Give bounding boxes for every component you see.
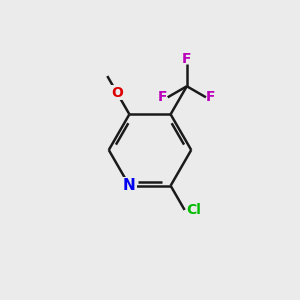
Text: N: N xyxy=(123,178,136,193)
Text: Cl: Cl xyxy=(186,203,201,217)
Text: F: F xyxy=(158,90,168,104)
Text: F: F xyxy=(206,90,215,104)
Text: F: F xyxy=(182,52,192,67)
Text: O: O xyxy=(111,85,123,100)
